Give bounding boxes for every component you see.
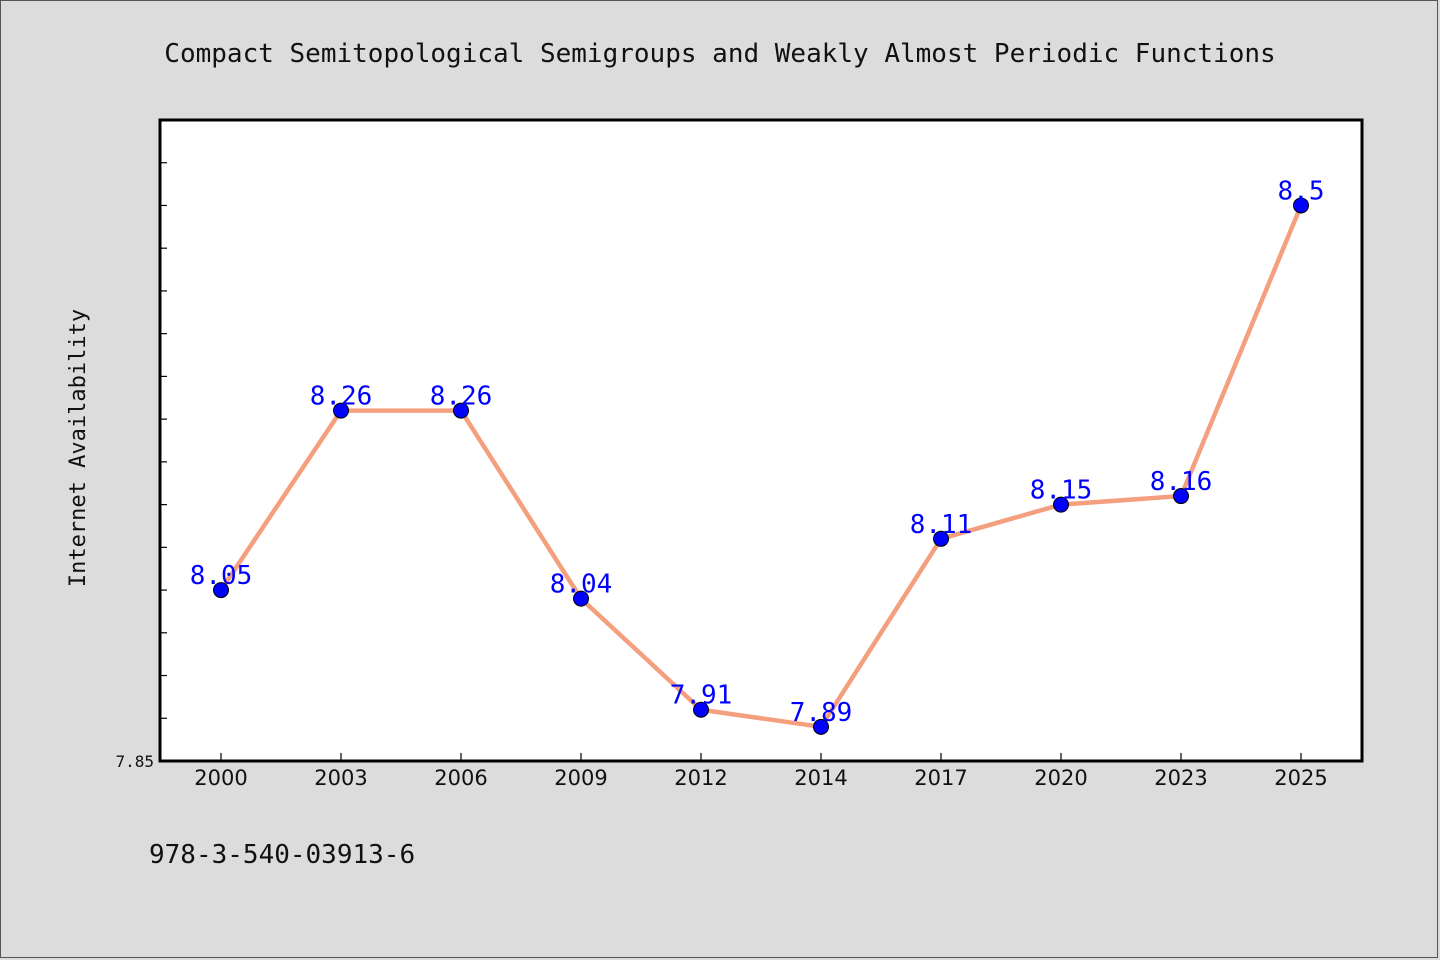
x-tick-label: 2025: [1274, 766, 1327, 790]
data-label: 7.89: [790, 698, 853, 728]
x-tick-label: 2023: [1154, 766, 1207, 790]
data-point: [1053, 496, 1069, 513]
data-label: 8.16: [1150, 467, 1213, 497]
chart-title: Compact Semitopological Semigroups and W…: [164, 39, 1275, 69]
x-tick-label: 2003: [314, 766, 367, 790]
x-tick-label: 2017: [914, 766, 967, 790]
data-point: [1293, 197, 1309, 214]
x-tick-label: 2020: [1034, 766, 1087, 790]
y-axis-label: Internet Availability: [66, 309, 91, 587]
x-axis-ticks: 2000 2003 2006 2009 2012 2014 2017 2020 2023 2025: [194, 753, 1328, 790]
data-label: 8.05: [190, 561, 253, 591]
data-label: 8.04: [550, 570, 613, 600]
series-line: [218, 203, 1304, 730]
x-tick-label: 2009: [554, 766, 607, 790]
data-point: [813, 718, 829, 735]
data-label: 8.26: [430, 382, 493, 412]
y-tick-label: 7.85: [115, 752, 154, 771]
y-axis-ticks: [160, 162, 167, 719]
data-point: [933, 530, 949, 547]
data-point: [693, 701, 709, 718]
footer-isbn: 978-3-540-03913-6: [149, 840, 415, 870]
data-label: 8.5: [1278, 176, 1325, 206]
data-label: 7.91: [670, 681, 733, 711]
plot-area: [158, 118, 1364, 763]
data-label: 8.15: [1030, 476, 1093, 506]
data-label: 8.26: [310, 382, 373, 412]
series-group: 8.05 8.26 8.26 8.04 7.91 7.89 8.11 8.15 8.16 8.5: [190, 176, 1325, 735]
x-tick-label: 2000: [194, 766, 247, 790]
data-point: [573, 590, 589, 607]
data-label: 8.11: [910, 510, 973, 540]
x-tick-label: 2006: [434, 766, 487, 790]
data-point: [453, 402, 469, 419]
x-tick-label: 2014: [794, 766, 847, 790]
data-point: [333, 402, 349, 419]
data-point: [213, 582, 229, 599]
data-point: [1173, 488, 1189, 505]
x-tick-label: 2012: [674, 766, 727, 790]
